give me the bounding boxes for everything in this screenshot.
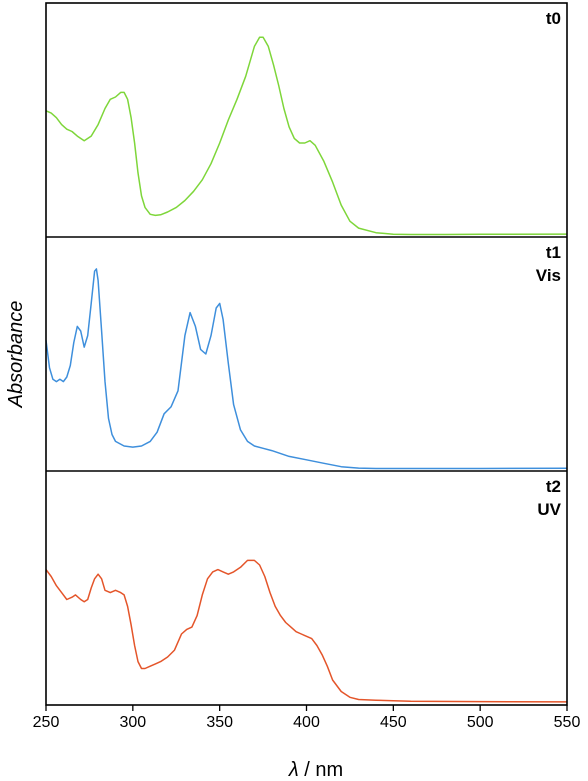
panel-label-1-0: t1 <box>546 243 561 262</box>
x-tick-label-300: 300 <box>119 714 146 731</box>
x-axis-label-symbol: λ <box>288 759 299 781</box>
panel-1: t1 Vis <box>45 236 568 470</box>
x-tick-label-500: 500 <box>467 714 494 731</box>
chart-panels: t0 t1 Vis t2 UV <box>45 9 568 703</box>
panel-label-0-0: t0 <box>546 9 561 28</box>
panel-0: t0 <box>45 9 568 236</box>
x-tick-label-400: 400 <box>293 714 320 731</box>
series-line-2 <box>45 559 568 703</box>
x-axis-label: λ / nm <box>288 759 343 781</box>
panel-label-1-1: Vis <box>536 266 561 285</box>
plot-border <box>45 2 568 706</box>
x-tick-label-350: 350 <box>206 714 233 731</box>
series-line-1 <box>45 268 568 470</box>
panel-2: t2 UV <box>45 470 568 703</box>
series-line-0 <box>45 36 568 236</box>
x-tick-label-250: 250 <box>33 714 60 731</box>
x-tick-label-450: 450 <box>380 714 407 731</box>
panel-label-2-1: UV <box>537 500 561 519</box>
x-tick-label-550: 550 <box>554 714 581 731</box>
y-axis-label: Absorbance <box>5 301 27 409</box>
chart-frame <box>45 2 568 706</box>
panel-label-2-0: t2 <box>546 477 561 496</box>
x-axis-label-unit: / nm <box>299 759 343 781</box>
x-axis-ticks: 250 300 350 400 450 500 550 <box>33 705 581 731</box>
